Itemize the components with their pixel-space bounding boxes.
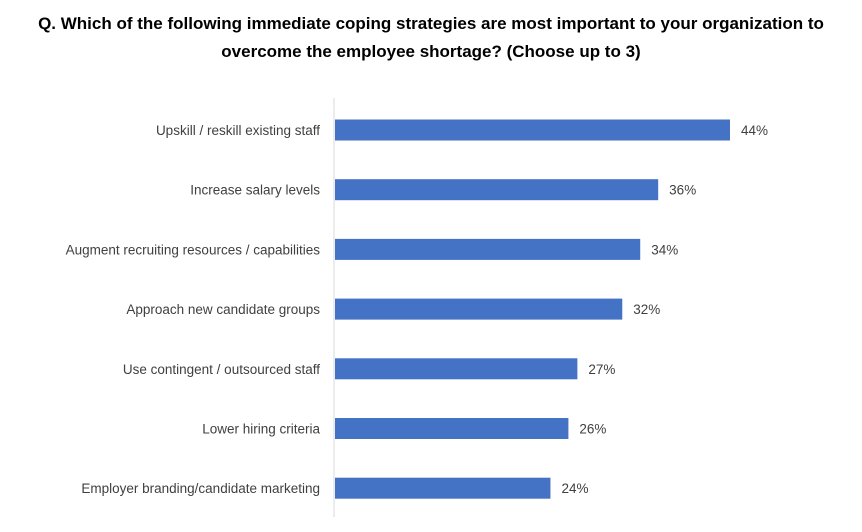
category-label: Use contingent / outsourced staff [123,362,320,377]
bar [335,358,578,380]
data-label: 44% [741,123,768,138]
category-label: Lower hiring criteria [202,422,320,437]
data-label: 24% [561,481,588,496]
category-label: Approach new candidate groups [126,302,320,317]
chart-title-line-2: overcome the employee shortage? (Choose … [221,42,641,61]
data-label: 26% [579,422,606,437]
bar [335,418,569,439]
bar [335,179,659,201]
data-label: 36% [669,183,696,198]
bar [335,119,730,141]
data-label: 32% [633,302,660,317]
bar [335,238,641,260]
bar [335,477,551,499]
category-label: Augment recruiting resources / capabilit… [66,242,321,257]
data-label: 34% [651,242,678,257]
bar [335,298,623,320]
category-label: Upskill / reskill existing staff [156,123,320,138]
category-label: Increase salary levels [190,183,320,198]
category-label: Employer branding/candidate marketing [81,481,320,496]
chart-title-line-1: Q. Which of the following immediate copi… [38,14,824,33]
data-label: 27% [588,362,615,377]
